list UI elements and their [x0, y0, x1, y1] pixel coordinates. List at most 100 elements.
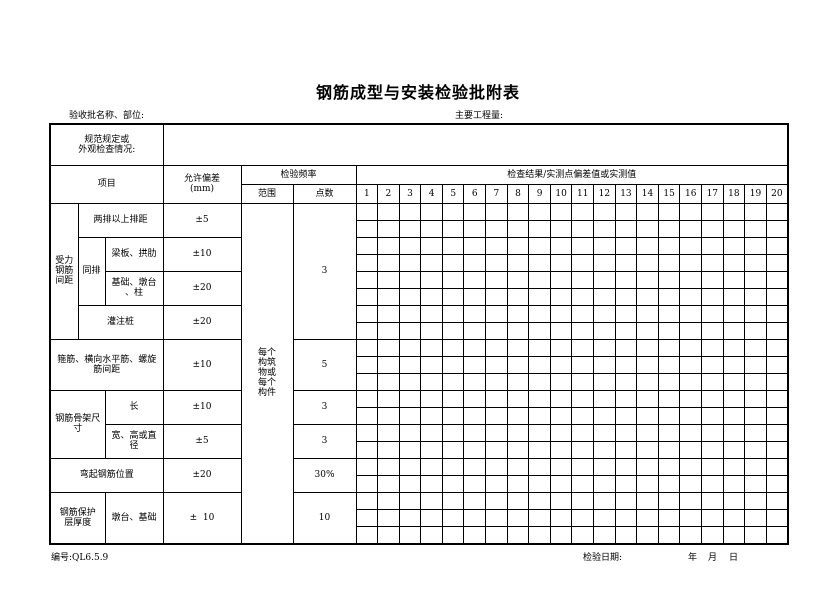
measurement-cell[interactable] — [679, 338, 703, 357]
measurement-cell[interactable] — [377, 338, 400, 357]
measurement-cell[interactable] — [506, 321, 530, 340]
measurement-cell[interactable] — [485, 287, 508, 306]
measurement-cell[interactable] — [463, 304, 487, 323]
measurement-cell[interactable] — [744, 236, 767, 255]
measurement-cell[interactable] — [355, 202, 379, 221]
measurement-cell[interactable] — [506, 236, 530, 255]
measurement-cell[interactable] — [420, 287, 443, 306]
measurement-cell[interactable] — [441, 338, 465, 357]
measurement-cell[interactable] — [377, 457, 400, 476]
measurement-cell[interactable] — [398, 304, 422, 323]
measurement-cell[interactable] — [657, 202, 681, 221]
measurement-cell[interactable] — [463, 440, 487, 459]
measurement-cell[interactable] — [441, 372, 465, 391]
measurement-cell[interactable] — [506, 355, 530, 374]
measurement-cell[interactable] — [528, 287, 551, 306]
measurement-cell[interactable] — [377, 389, 400, 408]
measurement-cell[interactable] — [722, 389, 746, 408]
measurement-cell[interactable] — [744, 202, 767, 221]
measurement-cell[interactable] — [549, 270, 573, 289]
measurement-cell[interactable] — [506, 508, 530, 527]
measurement-cell[interactable] — [657, 287, 681, 306]
measurement-cell[interactable] — [398, 321, 422, 340]
measurement-cell[interactable] — [485, 355, 508, 374]
measurement-cell[interactable] — [744, 270, 767, 289]
measurement-cell[interactable] — [593, 321, 616, 340]
measurement-cell[interactable] — [485, 389, 508, 408]
measurement-cell[interactable] — [528, 338, 551, 357]
measurement-cell[interactable] — [614, 440, 638, 459]
measurement-cell[interactable] — [463, 525, 487, 544]
measurement-cell[interactable] — [355, 491, 379, 510]
measurement-cell[interactable] — [657, 304, 681, 323]
measurement-cell[interactable] — [441, 508, 465, 527]
measurement-cell[interactable] — [377, 508, 400, 527]
measurement-cell[interactable] — [528, 219, 551, 238]
measurement-cell[interactable] — [765, 321, 789, 340]
measurement-cell[interactable] — [701, 304, 724, 323]
measurement-cell[interactable] — [701, 406, 724, 425]
measurement-cell[interactable] — [485, 372, 508, 391]
measurement-cell[interactable] — [463, 219, 487, 238]
measurement-cell[interactable] — [679, 321, 703, 340]
measurement-cell[interactable] — [377, 304, 400, 323]
measurement-cell[interactable] — [377, 406, 400, 425]
measurement-cell[interactable] — [463, 372, 487, 391]
measurement-cell[interactable] — [593, 270, 616, 289]
measurement-cell[interactable] — [355, 355, 379, 374]
measurement-cell[interactable] — [377, 491, 400, 510]
measurement-cell[interactable] — [744, 389, 767, 408]
measurement-cell[interactable] — [722, 202, 746, 221]
measurement-cell[interactable] — [657, 270, 681, 289]
measurement-cell[interactable] — [463, 406, 487, 425]
measurement-cell[interactable] — [765, 423, 789, 442]
measurement-cell[interactable] — [485, 321, 508, 340]
measurement-cell[interactable] — [441, 389, 465, 408]
measurement-cell[interactable] — [398, 253, 422, 272]
measurement-cell[interactable] — [463, 355, 487, 374]
measurement-cell[interactable] — [528, 389, 551, 408]
measurement-cell[interactable] — [571, 491, 595, 510]
measurement-cell[interactable] — [657, 219, 681, 238]
measurement-cell[interactable] — [355, 219, 379, 238]
measurement-cell[interactable] — [441, 423, 465, 442]
measurement-cell[interactable] — [420, 525, 443, 544]
measurement-cell[interactable] — [549, 372, 573, 391]
measurement-cell[interactable] — [463, 236, 487, 255]
measurement-cell[interactable] — [420, 440, 443, 459]
measurement-cell[interactable] — [377, 236, 400, 255]
measurement-cell[interactable] — [506, 423, 530, 442]
measurement-cell[interactable] — [528, 474, 551, 493]
measurement-cell[interactable] — [744, 219, 767, 238]
measurement-cell[interactable] — [398, 270, 422, 289]
measurement-cell[interactable] — [722, 457, 746, 476]
measurement-cell[interactable] — [355, 423, 379, 442]
measurement-cell[interactable] — [528, 491, 551, 510]
measurement-cell[interactable] — [441, 202, 465, 221]
measurement-cell[interactable] — [744, 474, 767, 493]
measurement-cell[interactable] — [593, 304, 616, 323]
measurement-cell[interactable] — [593, 457, 616, 476]
measurement-cell[interactable] — [377, 321, 400, 340]
measurement-cell[interactable] — [593, 202, 616, 221]
measurement-cell[interactable] — [441, 440, 465, 459]
measurement-cell[interactable] — [420, 219, 443, 238]
measurement-cell[interactable] — [636, 236, 659, 255]
measurement-cell[interactable] — [571, 202, 595, 221]
measurement-cell[interactable] — [398, 440, 422, 459]
measurement-cell[interactable] — [636, 372, 659, 391]
measurement-cell[interactable] — [485, 525, 508, 544]
measurement-cell[interactable] — [679, 270, 703, 289]
measurement-cell[interactable] — [765, 304, 789, 323]
measurement-cell[interactable] — [765, 389, 789, 408]
measurement-cell[interactable] — [765, 219, 789, 238]
measurement-cell[interactable] — [636, 508, 659, 527]
measurement-cell[interactable] — [377, 219, 400, 238]
measurement-cell[interactable] — [614, 202, 638, 221]
measurement-cell[interactable] — [636, 389, 659, 408]
measurement-cell[interactable] — [701, 202, 724, 221]
measurement-cell[interactable] — [549, 304, 573, 323]
measurement-cell[interactable] — [441, 491, 465, 510]
measurement-cell[interactable] — [701, 287, 724, 306]
measurement-cell[interactable] — [355, 440, 379, 459]
